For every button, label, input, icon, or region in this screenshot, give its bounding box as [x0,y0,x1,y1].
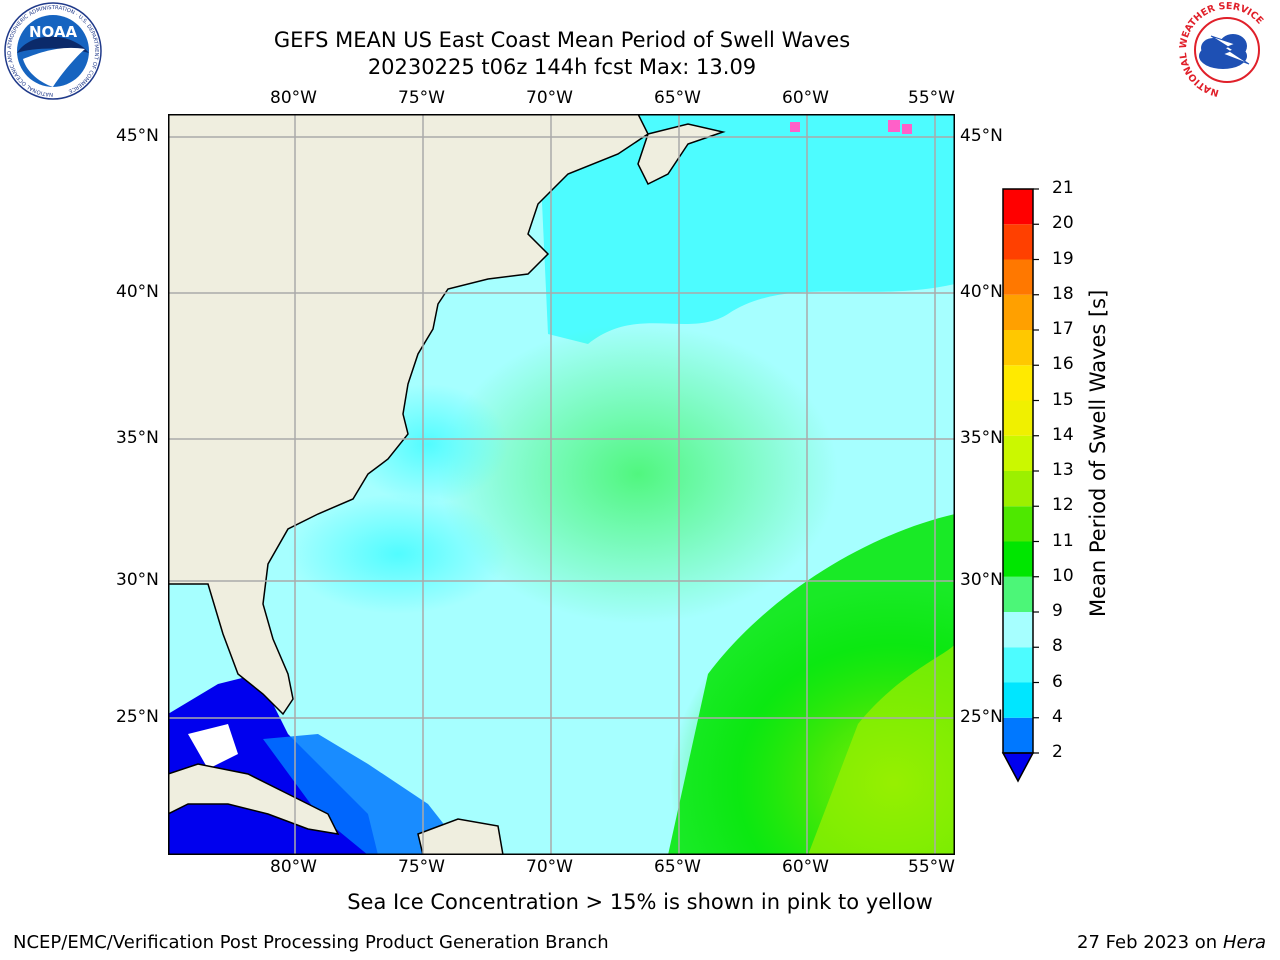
footer-host: Hera [1222,932,1266,953]
graticule [168,114,955,855]
colorbar-tick-label: 20 [1052,213,1074,234]
colorbar-segment [1003,435,1033,471]
colorbar-tick-label: 16 [1052,354,1074,375]
colorbar-tick-label: 17 [1052,319,1074,339]
hispaniola-land [417,818,504,855]
colorbar-tick-label: 12 [1052,495,1074,516]
colorbar-tick-label: 14 [1052,424,1074,445]
colorbar-extend-min [1001,752,1035,783]
swell-period-map [168,114,955,855]
lon-label-bottom: 75°W [398,857,445,877]
lat-label-right: 45°N [960,126,1003,146]
lon-label-top: 60°W [782,88,829,108]
noaa-logo: NATIONAL OCEANIC AND ATMOSPHERIC ADMINIS… [4,2,102,100]
colorbar-segment [1003,576,1033,612]
chart-title: GEFS MEAN US East Coast Mean Period of S… [273,28,851,52]
colorbar-tick-label: 15 [1052,389,1074,410]
colorbar-segment [1003,365,1033,401]
colorbar-tick-label: 18 [1052,283,1074,304]
colorbar-segment [1003,682,1033,718]
colorbar-tick-label: 11 [1052,530,1074,551]
colorbar-tick-label: 2 [1052,742,1063,762]
lat-label-right: 25°N [960,707,1003,727]
colorbar-segment [1003,647,1033,683]
nova-scotia-land [637,123,726,186]
colorbar-tick-label: 19 [1052,248,1074,269]
colorbar-tick-label: 21 [1052,178,1074,198]
colorbar-segment [1003,717,1033,753]
colorbar-segment [1003,400,1033,436]
north-america-land [168,114,649,716]
lat-label-left: 45°N [116,126,159,146]
colorbar-segment [1003,189,1033,225]
colorbar-tick-label: 13 [1052,460,1074,480]
lon-label-bottom: 55°W [908,857,955,877]
lat-label-left: 40°N [116,282,159,302]
lat-label-left: 30°N [116,570,159,590]
sea-ice-marker [790,122,800,132]
sea-ice-note: Sea Ice Concentration > 15% is shown in … [347,890,933,914]
colorbar-segment [1003,294,1033,330]
colorbar-tick-label: 10 [1052,565,1074,586]
footer-date: 27 Feb 2023 on Hera [1077,932,1266,953]
colorbar-segment [1003,506,1033,542]
colorbar-tick-label: 8 [1052,636,1063,657]
lat-label-right: 40°N [960,282,1003,302]
lon-label-bottom: 65°W [654,857,701,877]
colorbar-segment [1003,224,1033,260]
lat-label-left: 35°N [116,428,159,448]
nws-logo: NATIONAL WEATHER SERVICE [1178,1,1275,98]
lon-label-top: 70°W [526,88,573,108]
sea-ice-marker [888,120,900,132]
colorbar-segment [1003,259,1033,295]
footer-date-text: 27 Feb 2023 on [1077,932,1218,953]
chart-subtitle: 20230225 t06z 144h fcst Max: 13.09 [367,55,757,79]
lon-label-top: 55°W [908,88,955,108]
colorbar-tick-label: 6 [1052,671,1063,692]
lat-label-right: 35°N [960,428,1003,448]
sea-ice-marker [902,124,912,134]
colorbar-segment [1003,541,1033,577]
lon-label-top: 75°W [398,88,445,108]
lat-label-right: 30°N [960,570,1003,590]
lon-label-bottom: 70°W [526,857,573,877]
colorbar [1001,188,1039,783]
footer-branch: NCEP/EMC/Verification Post Processing Pr… [13,932,609,953]
colorbar-label: Mean Period of Swell Waves [s] [1086,289,1110,617]
colorbar-segment [1003,471,1033,507]
peak-region [808,644,955,855]
svg-text:NOAA: NOAA [29,23,78,41]
lon-label-top: 80°W [270,88,317,108]
lon-label-bottom: 60°W [782,857,829,877]
colorbar-tick-label: 4 [1052,706,1063,727]
colorbar-segment [1003,330,1033,366]
lon-label-top: 65°W [654,88,701,108]
colorbar-tick-label: 9 [1052,601,1063,621]
lon-label-bottom: 80°W [270,857,317,877]
colorbar-segment [1003,612,1033,648]
lat-label-left: 25°N [116,707,159,727]
map-frame [168,114,955,855]
